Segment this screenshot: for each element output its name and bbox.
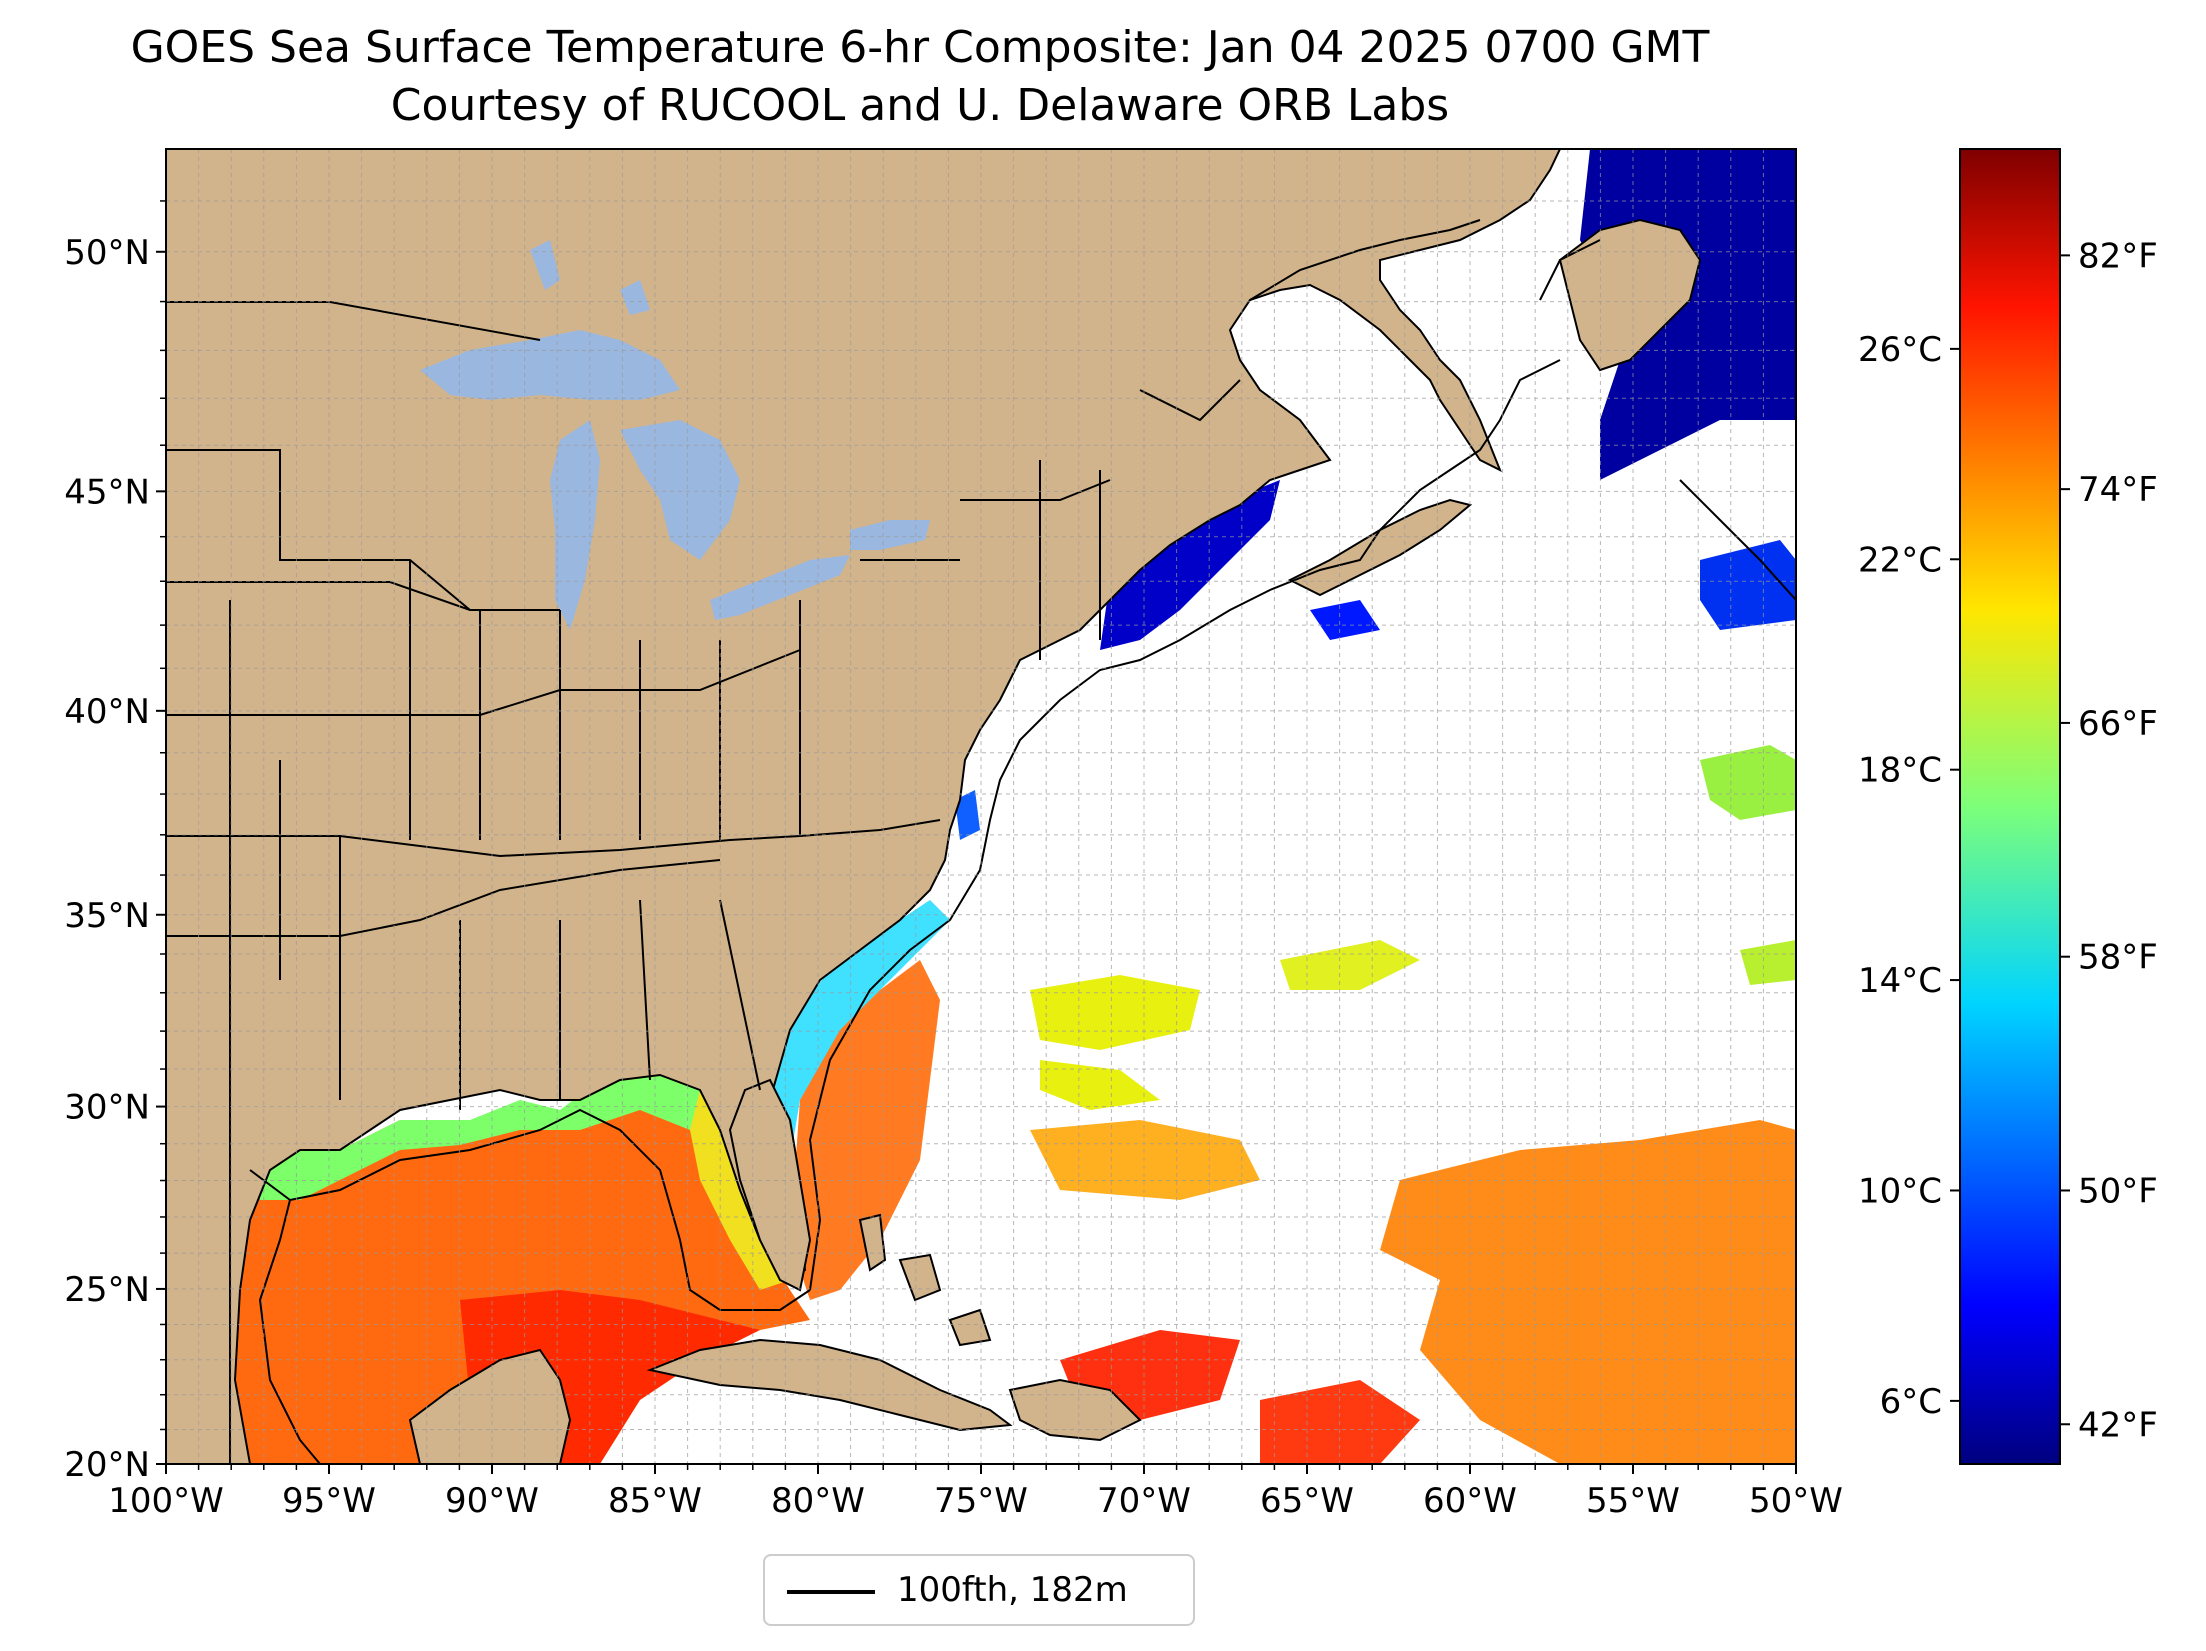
- sst-field: [230, 149, 1796, 1464]
- land: [166, 149, 1702, 1464]
- gridlines: [166, 149, 1796, 1464]
- lon-tick-label: 80°W: [771, 1481, 865, 1521]
- atlantic-orange-1: [1030, 1120, 1260, 1200]
- lat-tick-label: 45°N: [64, 472, 150, 512]
- lat-tick-label: 35°N: [64, 896, 150, 936]
- great-lakes: [420, 240, 930, 630]
- sargasso-yellow-2: [1040, 1060, 1160, 1110]
- labrador-sea-cold: [1700, 540, 1796, 630]
- lat-tick-label: 20°N: [64, 1445, 150, 1485]
- celsius-tick-label: 26°C: [1858, 330, 1942, 370]
- cuba: [646, 1338, 1013, 1432]
- lat-tick-label: 40°N: [64, 692, 150, 732]
- fahrenheit-tick-label: 66°F: [2078, 704, 2158, 744]
- celsius-tick-label: 6°C: [1880, 1382, 1942, 1422]
- map-title: GOES Sea Surface Temperature 6-hr Compos…: [130, 22, 1710, 73]
- lon-tick-label: 90°W: [445, 1481, 539, 1521]
- lat-tick-label: 30°N: [64, 1088, 150, 1128]
- lake-erie: [710, 555, 850, 620]
- carolina-shelf: [760, 900, 950, 1160]
- latitude-axis: 20°N 25°N 30°N 35°N 40°N 45°N 50°N: [64, 200, 166, 1485]
- lon-tick-label: 60°W: [1423, 1481, 1517, 1521]
- legend-isobath-line: [787, 1590, 875, 1594]
- atlantic-orange-2: [1380, 1120, 1796, 1464]
- fahrenheit-tick-label: 50°F: [2078, 1171, 2158, 1211]
- lon-tick-label: 65°W: [1260, 1481, 1354, 1521]
- fahrenheit-tick-label: 42°F: [2078, 1405, 2158, 1445]
- celsius-tick-label: 14°C: [1858, 961, 1942, 1001]
- yucatan: [408, 1348, 572, 1464]
- gulf-stream-sst: [790, 960, 940, 1300]
- lon-tick-label: 55°W: [1586, 1481, 1680, 1521]
- lon-tick-label: 70°W: [1097, 1481, 1191, 1521]
- celsius-tick-label: 22°C: [1858, 540, 1942, 580]
- atlantic-green-east-2: [1740, 940, 1796, 985]
- lake-huron: [620, 420, 740, 560]
- celsius-tick-label: 10°C: [1858, 1171, 1942, 1211]
- lake-michigan: [550, 420, 600, 630]
- lake-winnipeg: [530, 240, 560, 290]
- lake-ontario: [850, 520, 930, 550]
- lon-tick-label: 100°W: [108, 1481, 224, 1521]
- chesapeake-blue: [955, 790, 980, 840]
- lat-tick-label: 50°N: [64, 233, 150, 273]
- hispaniola: [1008, 1378, 1142, 1442]
- scotian-blue: [1310, 600, 1380, 640]
- north-america-land: [166, 149, 1562, 1464]
- atlantic-green-east: [1700, 745, 1796, 820]
- map-legend: 100fth, 182m: [763, 1554, 1195, 1626]
- legend-label: 100fth, 182m: [897, 1570, 1128, 1610]
- lon-tick-label: 75°W: [934, 1481, 1028, 1521]
- lat-tick-label: 25°N: [64, 1270, 150, 1310]
- lake-nipigon: [620, 280, 650, 315]
- fahrenheit-tick-label: 58°F: [2078, 938, 2158, 978]
- bahamas-3: [948, 1308, 992, 1347]
- lake-superior: [420, 330, 680, 400]
- gulf-of-maine-cold: [1100, 480, 1280, 650]
- colorbar-fahrenheit-axis: 42°F 50°F 58°F 66°F 74°F 82°F: [2060, 236, 2158, 1445]
- gulf-coast-green: [250, 1075, 720, 1200]
- longitude-axis: 100°W 95°W 90°W 85°W 80°W 75°W 70°W 65°W 60°W 55°…: [108, 1464, 1843, 1521]
- lon-tick-label: 85°W: [608, 1481, 702, 1521]
- fahrenheit-tick-label: 74°F: [2078, 470, 2158, 510]
- colorbar-celsius-axis: 6°C 10°C 14°C 18°C 22°C 26°C: [1858, 330, 1960, 1422]
- map-subtitle: Courtesy of RUCOOL and U. Delaware ORB L…: [390, 80, 1450, 131]
- atlantic-yellow-mid: [1280, 940, 1420, 990]
- fahrenheit-tick-label: 82°F: [2078, 236, 2158, 276]
- lon-tick-label: 95°W: [282, 1481, 376, 1521]
- lon-tick-label: 50°W: [1749, 1481, 1843, 1521]
- celsius-tick-label: 18°C: [1858, 751, 1942, 791]
- colorbar: [1959, 148, 2061, 1465]
